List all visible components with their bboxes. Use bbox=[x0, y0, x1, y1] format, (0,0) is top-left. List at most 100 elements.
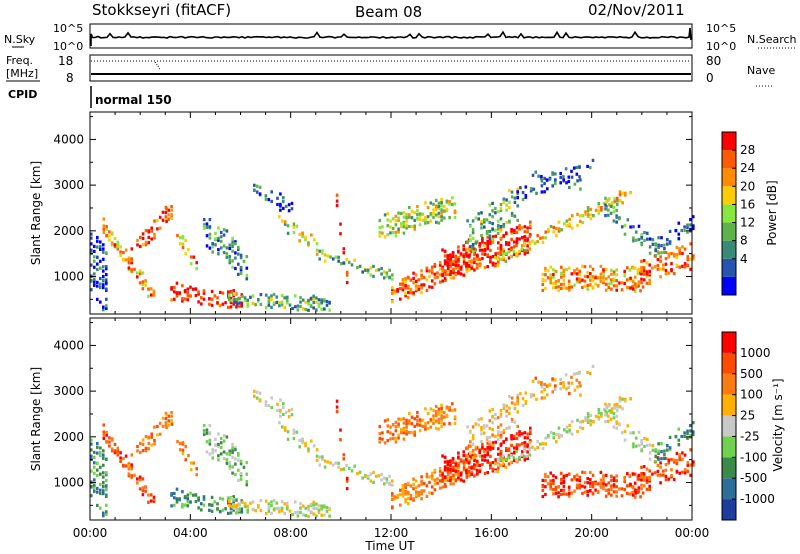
power-cell bbox=[612, 272, 616, 276]
power-cell bbox=[397, 211, 400, 215]
power-cell bbox=[150, 229, 153, 233]
power-cell bbox=[246, 298, 249, 302]
velocity-cell bbox=[235, 508, 239, 512]
power-cell bbox=[102, 274, 105, 279]
velocity-cell bbox=[191, 493, 195, 497]
power-cell bbox=[626, 278, 629, 282]
power-cell bbox=[541, 240, 545, 245]
velocity-cell bbox=[448, 408, 451, 412]
velocity-cell bbox=[462, 450, 465, 454]
velocity-cell bbox=[234, 457, 237, 461]
velocity-cell bbox=[105, 479, 108, 483]
velocity-cell bbox=[510, 396, 514, 400]
power-cell bbox=[200, 296, 203, 300]
power-cell bbox=[144, 229, 148, 233]
velocity-cell bbox=[413, 430, 416, 434]
power-cell bbox=[528, 247, 532, 251]
velocity-cell bbox=[471, 434, 475, 438]
velocity-cell bbox=[510, 401, 514, 405]
velocity-cell bbox=[254, 509, 257, 513]
power-cell bbox=[496, 227, 500, 231]
velocity-cell bbox=[397, 436, 400, 440]
velocity-cell bbox=[202, 432, 206, 436]
power-cell bbox=[425, 288, 429, 292]
power-cell bbox=[494, 256, 497, 260]
velocity-cell bbox=[246, 510, 249, 514]
power-cell bbox=[393, 289, 397, 293]
velocity-cell bbox=[640, 472, 643, 476]
velocity-cell bbox=[489, 445, 492, 449]
velocity-cell bbox=[592, 420, 595, 424]
power-cell bbox=[202, 289, 206, 293]
power-cell bbox=[508, 189, 511, 193]
velocity-cell bbox=[488, 426, 492, 431]
velocity-cell bbox=[147, 447, 151, 451]
velocity-cell bbox=[560, 477, 563, 481]
velocity-cell bbox=[604, 420, 607, 424]
power-cell bbox=[167, 208, 170, 212]
power-cell bbox=[515, 254, 518, 258]
velocity-cell bbox=[470, 466, 473, 470]
power-cell bbox=[276, 196, 279, 200]
velocity-cell bbox=[620, 431, 624, 435]
power-cell bbox=[191, 287, 195, 291]
velocity-cell bbox=[480, 417, 483, 421]
power-cell bbox=[292, 230, 296, 235]
power-cell bbox=[648, 237, 652, 241]
colorbar-swatch bbox=[722, 168, 736, 187]
velocity-cell bbox=[141, 493, 145, 497]
power-cell bbox=[90, 242, 93, 246]
velocity-cell bbox=[245, 483, 249, 487]
velocity-cell bbox=[276, 402, 279, 406]
power-cell bbox=[443, 254, 447, 258]
power-cell bbox=[391, 288, 394, 292]
velocity-cell bbox=[605, 406, 608, 410]
power-cell bbox=[618, 193, 622, 197]
power-cell bbox=[255, 190, 259, 194]
power-cell bbox=[448, 216, 451, 220]
velocity-cell bbox=[562, 476, 566, 480]
velocity-cell bbox=[102, 463, 105, 467]
velocity-cell bbox=[672, 458, 676, 462]
velocity-cell bbox=[430, 474, 434, 478]
velocity-cell bbox=[659, 481, 662, 485]
velocity-cell bbox=[494, 470, 497, 474]
velocity-cell bbox=[217, 458, 220, 462]
power-cell bbox=[662, 263, 665, 267]
power-cell bbox=[218, 290, 222, 294]
power-cell bbox=[594, 208, 598, 212]
velocity-cell bbox=[283, 511, 286, 516]
power-cell bbox=[594, 282, 597, 286]
colorbar-swatch bbox=[722, 258, 736, 277]
velocity-cell bbox=[616, 409, 619, 413]
power-cell bbox=[540, 184, 544, 188]
velocity-cell bbox=[612, 478, 616, 482]
velocity-cell bbox=[334, 461, 338, 465]
power-cell bbox=[189, 294, 192, 298]
power-cell bbox=[410, 209, 414, 213]
velocity-cell bbox=[425, 494, 429, 498]
velocity-cell bbox=[599, 470, 603, 474]
power-cell bbox=[489, 239, 492, 243]
velocity-cell bbox=[309, 510, 313, 514]
power-cell bbox=[181, 297, 184, 301]
power-cell bbox=[264, 306, 268, 310]
velocity-cell bbox=[408, 430, 411, 435]
velocity-cell bbox=[292, 428, 296, 432]
velocity-cell bbox=[243, 502, 247, 506]
power-cell bbox=[270, 294, 273, 298]
power-cell bbox=[318, 249, 321, 253]
power-cell bbox=[231, 265, 234, 269]
velocity-cell bbox=[581, 491, 584, 495]
power-cell bbox=[510, 231, 513, 235]
velocity-cell bbox=[412, 497, 415, 501]
colorbar-tick-label: 12 bbox=[740, 216, 755, 230]
power-cell bbox=[444, 273, 447, 277]
velocity-cell bbox=[528, 453, 532, 457]
power-cell bbox=[636, 269, 640, 273]
velocity-cell bbox=[443, 460, 447, 464]
velocity-cell bbox=[548, 383, 552, 387]
velocity-cell bbox=[416, 415, 419, 419]
velocity-cell bbox=[664, 463, 668, 467]
velocity-cell bbox=[488, 442, 492, 446]
